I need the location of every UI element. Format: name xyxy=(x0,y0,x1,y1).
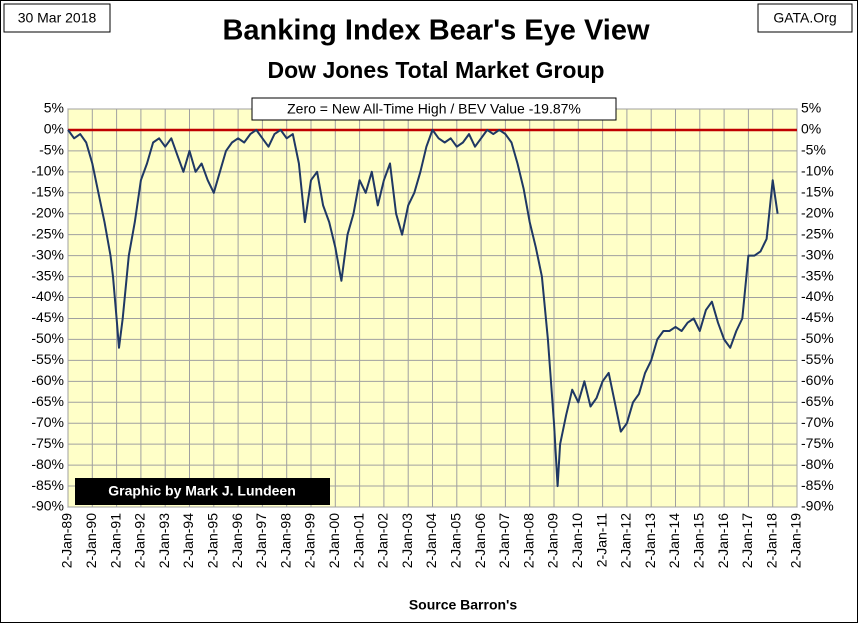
y2-tick-label: -35% xyxy=(801,267,834,283)
y2-tick-label: -15% xyxy=(801,183,834,199)
y-tick-label: 0% xyxy=(44,121,64,137)
y-tick-label: -85% xyxy=(31,477,64,493)
x-tick-label: 2-Jan-05 xyxy=(448,513,464,568)
x-tick-label: 2-Jan-03 xyxy=(399,513,415,568)
y2-tick-label: -90% xyxy=(801,498,834,514)
x-tick-label: 2-Jan-97 xyxy=(253,513,269,568)
x-tick-label: 2-Jan-95 xyxy=(205,513,221,568)
y-tick-label: -10% xyxy=(31,163,64,179)
y2-tick-label: -40% xyxy=(801,288,834,304)
y2-tick-label: -25% xyxy=(801,225,834,241)
data-line xyxy=(67,128,779,488)
y-tick-label: -30% xyxy=(31,246,64,262)
y-tick-label: -60% xyxy=(31,372,64,388)
annotation-box xyxy=(251,97,617,121)
x-tick-label: 2-Jan-18 xyxy=(763,513,779,568)
x-tick-label: 2-Jan-99 xyxy=(302,513,318,568)
y2-tick-label: -55% xyxy=(801,351,834,367)
credit-box xyxy=(75,478,330,505)
x-tick-label: 2-Jan-92 xyxy=(132,513,148,568)
y-tick-label: -40% xyxy=(31,288,64,304)
y-tick-label: -5% xyxy=(39,142,64,158)
x-tick-label: 2-Jan-06 xyxy=(472,513,488,568)
y2-tick-label: -45% xyxy=(801,309,834,325)
x-tick-label: 2-Jan-07 xyxy=(496,513,512,568)
x-tick-label: 2-Jan-02 xyxy=(375,513,391,568)
y-tick-label: -80% xyxy=(31,456,64,472)
x-tick-label: 2-Jan-08 xyxy=(520,513,536,568)
x-tick-label: 2-Jan-90 xyxy=(83,513,99,568)
x-tick-label: 2-Jan-01 xyxy=(350,513,366,568)
y2-tick-label: -80% xyxy=(801,456,834,472)
y2-tick-label: 5% xyxy=(801,100,821,116)
x-tick-label: 2-Jan-17 xyxy=(739,513,755,568)
date-box xyxy=(3,3,111,33)
x-tick-label: 2-Jan-93 xyxy=(156,513,172,568)
y2-tick-label: -50% xyxy=(801,330,834,346)
y2-tick-label: -5% xyxy=(801,142,826,158)
chart-subtitle: Dow Jones Total Market Group xyxy=(268,57,605,83)
x-tick-label: 2-Jan-13 xyxy=(642,513,658,568)
y-tick-label: -25% xyxy=(31,225,64,241)
y-tick-label: -50% xyxy=(31,330,64,346)
x-tick-label: 2-Jan-89 xyxy=(59,513,75,568)
y-tick-label: 5% xyxy=(44,100,64,116)
annotation: Zero = New All-Time High / BEV Value -19… xyxy=(287,101,581,117)
x-tick-label: 2-Jan-11 xyxy=(593,513,609,567)
x-tick-label: 2-Jan-91 xyxy=(107,513,123,568)
x-tick-label: 2-Jan-04 xyxy=(423,513,439,568)
y2-tick-label: 0% xyxy=(801,121,821,137)
x-tick-label: 2-Jan-16 xyxy=(715,513,731,568)
x-tick-label: 2-Jan-14 xyxy=(666,513,682,568)
credit: Graphic by Mark J. Lundeen xyxy=(108,483,296,499)
y-tick-label: -45% xyxy=(31,309,64,325)
x-tick-label: 2-Jan-19 xyxy=(788,513,804,568)
y2-tick-label: -30% xyxy=(801,246,834,262)
x-tick-label: 2-Jan-98 xyxy=(277,513,293,568)
x-tick-label: 2-Jan-09 xyxy=(545,513,561,568)
y-tick-label: -35% xyxy=(31,267,64,283)
site-box xyxy=(757,3,853,33)
x-tick-label: 2-Jan-94 xyxy=(180,513,196,568)
x-tick-label: 2-Jan-15 xyxy=(691,513,707,568)
y-tick-label: -20% xyxy=(31,204,64,220)
site-label: GATA.Org xyxy=(773,10,836,26)
y2-tick-label: -85% xyxy=(801,477,834,493)
date-label: 30 Mar 2018 xyxy=(18,10,97,26)
y-tick-label: -75% xyxy=(31,435,64,451)
y-tick-label: -55% xyxy=(31,351,64,367)
y2-tick-label: -75% xyxy=(801,435,834,451)
x-tick-label: 2-Jan-10 xyxy=(569,513,585,568)
y2-tick-label: -65% xyxy=(801,393,834,409)
y2-tick-label: -70% xyxy=(801,414,834,430)
y-tick-label: -90% xyxy=(31,498,64,514)
y2-tick-label: -10% xyxy=(801,163,834,179)
y-tick-label: -70% xyxy=(31,414,64,430)
x-tick-label: 2-Jan-96 xyxy=(229,513,245,568)
y2-tick-label: -20% xyxy=(801,204,834,220)
chart-title: Banking Index Bear's Eye View xyxy=(222,15,649,47)
y-tick-label: -65% xyxy=(31,393,64,409)
y2-tick-label: -60% xyxy=(801,372,834,388)
x-tick-label: 2-Jan-00 xyxy=(326,513,342,568)
x-tick-label: 2-Jan-12 xyxy=(618,513,634,568)
x-axis-label: Source Barron's xyxy=(409,597,518,613)
y-tick-label: -15% xyxy=(31,183,64,199)
